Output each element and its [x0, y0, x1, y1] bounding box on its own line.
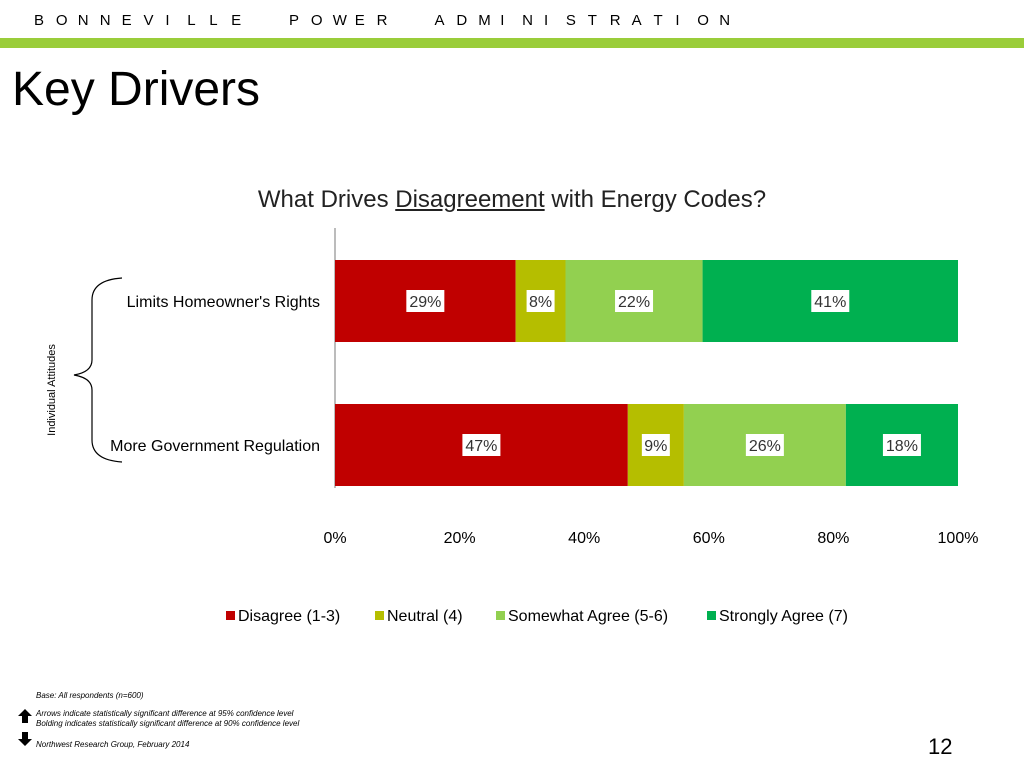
legend-label: Somewhat Agree (5-6): [508, 608, 668, 625]
arrow-down-icon: [18, 732, 32, 746]
data-label-box: [882, 434, 921, 456]
data-label: 41%: [814, 294, 846, 311]
x-tick-label: 80%: [817, 530, 849, 547]
legend-label: Strongly Agree (7): [719, 608, 848, 625]
org-header-letter: E: [354, 12, 365, 29]
data-label: 22%: [618, 294, 650, 311]
org-header-letter: E: [231, 12, 242, 29]
data-label-box: [745, 434, 784, 456]
org-header-letter: O: [310, 12, 323, 29]
org-header-letter: D: [456, 12, 468, 29]
org-header-letter: N: [719, 12, 731, 29]
data-label-box: [811, 290, 850, 312]
org-header-letter: R: [376, 12, 388, 29]
org-header-letter: L: [187, 12, 196, 29]
legend-swatch: [226, 611, 235, 620]
org-header-letter: A: [434, 12, 445, 29]
x-tick-label: 60%: [693, 530, 725, 547]
group-bracket: [73, 277, 123, 463]
org-header-letter: N: [77, 12, 89, 29]
data-label: 9%: [644, 438, 667, 455]
page-number: 12: [928, 734, 953, 759]
footnote-base: Base: All respondents (n=600): [36, 691, 144, 700]
org-header-letter: I: [675, 12, 680, 29]
org-header-letter: B: [34, 12, 45, 29]
chart-title: What Drives Disagreement with Energy Cod…: [0, 186, 1024, 214]
category-label: More Government Regulation: [110, 438, 320, 455]
stacked-bar-chart: 29% 8% 22% 41% Limits Homeowner's Rights 47% 9…: [46, 228, 979, 625]
arrow-up-icon: [18, 709, 32, 723]
data-label-box: [615, 290, 654, 312]
data-label-box: [641, 434, 670, 456]
footnote-bolding: Bolding indicates statistically signific…: [36, 719, 300, 728]
data-label-box: [526, 290, 555, 312]
org-header-letter: L: [209, 12, 218, 29]
chart-title-prefix: What Drives: [257, 186, 396, 213]
org-header-letter: W: [332, 12, 347, 29]
org-header-letter: O: [697, 12, 709, 29]
group-label: Individual Attitudes: [46, 344, 58, 436]
org-header-letter: I: [544, 12, 549, 29]
x-tick-label: 0%: [323, 530, 346, 547]
legend-swatch: [496, 611, 505, 620]
legend-label: Neutral (4): [387, 608, 463, 625]
org-header-letter: T: [653, 12, 663, 29]
chart-title-emphasis: Disagreement: [395, 186, 545, 213]
org-header-letter: I: [500, 12, 505, 29]
org-header-letter: S: [565, 12, 576, 29]
data-label-box: [462, 434, 501, 456]
slide-title: Key Drivers: [12, 63, 261, 116]
x-tick-label: 20%: [444, 530, 476, 547]
footnote-arrows: Arrows indicate statistically significan…: [36, 709, 294, 718]
org-header-letter: A: [631, 12, 642, 29]
data-label: 8%: [529, 294, 552, 311]
data-label: 29%: [409, 294, 441, 311]
org-header-letter: N: [522, 12, 533, 29]
org-header-letter: I: [165, 12, 170, 29]
org-header-letter: V: [143, 12, 154, 29]
chart-title-suffix: with Energy Codes?: [544, 186, 767, 213]
org-header-letter: E: [121, 12, 132, 29]
data-label: 18%: [886, 438, 918, 455]
footnote-source: Northwest Research Group, February 2014: [36, 740, 190, 749]
legend-swatch: [375, 611, 384, 620]
data-label: 26%: [749, 438, 781, 455]
data-label-box: [406, 290, 445, 312]
org-header-letter: T: [587, 12, 597, 29]
legend-swatch: [707, 611, 716, 620]
x-tick-label: 100%: [938, 530, 979, 547]
legend-label: Disagree (1-3): [238, 608, 340, 625]
org-header-letter: N: [99, 12, 111, 29]
org-header-letter: P: [289, 12, 300, 29]
org-header-letter: O: [55, 12, 68, 29]
x-tick-label: 40%: [568, 530, 600, 547]
header-rule: [0, 38, 1024, 48]
org-header-letter: M: [478, 12, 491, 29]
data-label: 47%: [465, 438, 497, 455]
category-label: Limits Homeowner's Rights: [127, 294, 320, 311]
org-header-letter: R: [609, 12, 621, 29]
